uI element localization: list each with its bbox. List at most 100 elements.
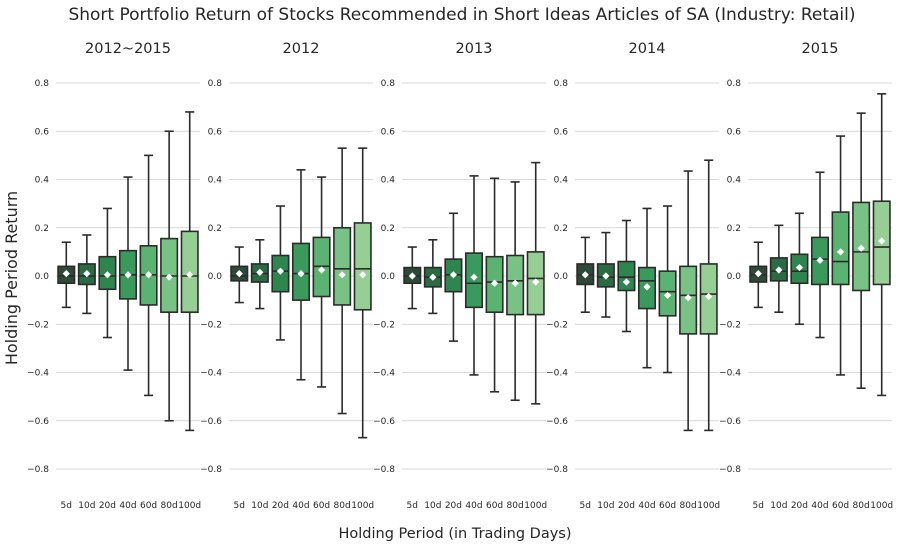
- panel-3: 0.8 0.6 0.4 0.2 0.0 −0.2 −0.4 −0.6 −0.8 2014 5d 10d…: [546, 41, 720, 511]
- x-tick-label: 20d: [99, 501, 116, 511]
- x-tick-label: 60d: [140, 501, 157, 511]
- y-tick-label: 0.2: [554, 224, 568, 234]
- mean-marker: [235, 269, 243, 278]
- x-tick-label: 40d: [119, 501, 136, 511]
- y-tick-label: 0.0: [554, 272, 569, 282]
- y-tick-label: 0.8: [554, 79, 569, 89]
- y-tick-label: 0.6: [35, 127, 50, 137]
- mean-marker: [276, 267, 285, 275]
- box-80d: [679, 170, 698, 432]
- y-tick-label: −0.6: [200, 417, 222, 427]
- y-tick-label: 0.0: [208, 272, 223, 282]
- y-axis-label: Holding Period Return: [2, 191, 21, 365]
- y-tick-label: −0.8: [546, 465, 568, 475]
- mean-marker: [144, 271, 153, 279]
- mean-marker: [775, 266, 783, 274]
- mean-marker: [816, 256, 824, 264]
- y-tick-label: 0.6: [208, 127, 223, 137]
- x-tick-label: 40d: [292, 501, 309, 511]
- x-tick-label: 5d: [407, 501, 418, 511]
- x-tick-label: 80d: [161, 501, 178, 511]
- x-tick-label: 40d: [638, 501, 655, 511]
- figure-title: Short Portfolio Return of Stocks Recomme…: [68, 5, 855, 25]
- x-tick-label: 10d: [78, 501, 95, 511]
- mean-marker: [663, 291, 672, 299]
- y-tick-label: 0.4: [554, 176, 569, 186]
- mean-marker: [878, 237, 886, 245]
- mean-marker: [124, 271, 132, 279]
- x-tick-label: 100d: [524, 501, 547, 511]
- mean-marker: [429, 273, 437, 281]
- mean-marker: [186, 271, 194, 279]
- y-tick-label: −0.4: [546, 369, 568, 379]
- panels-group: 0.8 0.6 0.4 0.2 0.0 −0.2 −0.4 −0.6 −0.8 2012~2015…: [27, 41, 893, 511]
- y-tick-label: −0.8: [719, 465, 741, 475]
- panel-title: 2013: [456, 41, 493, 57]
- y-tick-label: 0.8: [208, 79, 223, 89]
- y-tick-label: −0.8: [27, 465, 49, 475]
- x-tick-label: 20d: [445, 501, 462, 511]
- x-tick-label: 60d: [832, 501, 849, 511]
- box-5d: [230, 246, 249, 304]
- box-10d: [250, 239, 269, 310]
- panel-0: 0.8 0.6 0.4 0.2 0.0 −0.2 −0.4 −0.6 −0.8 2012~2015…: [27, 41, 201, 511]
- y-tick-label: 0.6: [381, 127, 396, 137]
- y-tick-label: 0.8: [381, 79, 396, 89]
- box-60d: [139, 154, 158, 397]
- mean-marker: [256, 268, 264, 276]
- y-tick-label: −0.6: [373, 417, 395, 427]
- y-tick-label: −0.2: [546, 320, 568, 330]
- y-tick-label: −0.6: [719, 417, 741, 427]
- box-5d: [403, 246, 422, 310]
- x-tick-label: 5d: [753, 501, 764, 511]
- x-tick-label: 10d: [424, 501, 441, 511]
- mean-marker: [795, 263, 804, 272]
- panel-title: 2015: [802, 41, 839, 57]
- box-60d: [312, 176, 331, 388]
- box-5d: [576, 236, 595, 313]
- mean-marker: [83, 269, 91, 278]
- box-100d: [353, 147, 372, 439]
- y-tick-label: −0.8: [200, 465, 222, 475]
- y-tick-label: 0.2: [381, 224, 395, 234]
- x-tick-label: 5d: [234, 501, 245, 511]
- box-5d: [57, 241, 76, 309]
- x-tick-label: 80d: [853, 501, 870, 511]
- x-tick-label: 10d: [597, 501, 614, 511]
- box-body: [617, 260, 636, 292]
- mean-marker: [408, 272, 416, 280]
- box-40d: [118, 176, 138, 371]
- x-tick-label: 100d: [697, 501, 720, 511]
- x-axis-label: Holding Period (in Trading Days): [339, 526, 572, 542]
- mean-marker: [836, 248, 845, 256]
- mean-marker: [359, 271, 367, 279]
- panel-1: 0.8 0.6 0.4 0.2 0.0 −0.2 −0.4 −0.6 −0.8 2012 5d 10d…: [200, 41, 374, 511]
- box-body: [831, 211, 850, 286]
- box-40d: [464, 175, 484, 376]
- y-tick-label: −0.4: [373, 369, 395, 379]
- y-tick-label: −0.2: [719, 320, 741, 330]
- panel-title: 2012: [283, 41, 320, 57]
- box-40d: [810, 171, 830, 339]
- y-tick-label: 0.0: [381, 272, 396, 282]
- box-body: [353, 222, 372, 311]
- x-tick-label: 20d: [618, 501, 635, 511]
- x-tick-label: 5d: [61, 501, 72, 511]
- mean-marker: [103, 271, 112, 279]
- x-tick-label: 40d: [465, 501, 482, 511]
- box-10d: [769, 224, 788, 313]
- y-tick-label: 0.2: [208, 224, 222, 234]
- mean-marker: [857, 244, 865, 252]
- mean-marker: [470, 273, 478, 281]
- x-tick-label: 5d: [580, 501, 591, 511]
- x-tick-label: 100d: [870, 501, 893, 511]
- y-tick-label: −0.6: [546, 417, 568, 427]
- box-10d: [77, 234, 96, 315]
- box-80d: [852, 112, 871, 389]
- x-tick-label: 20d: [791, 501, 808, 511]
- y-tick-label: −0.4: [719, 369, 741, 379]
- box-20d: [98, 207, 117, 339]
- x-tick-label: 40d: [811, 501, 828, 511]
- x-tick-label: 60d: [313, 501, 330, 511]
